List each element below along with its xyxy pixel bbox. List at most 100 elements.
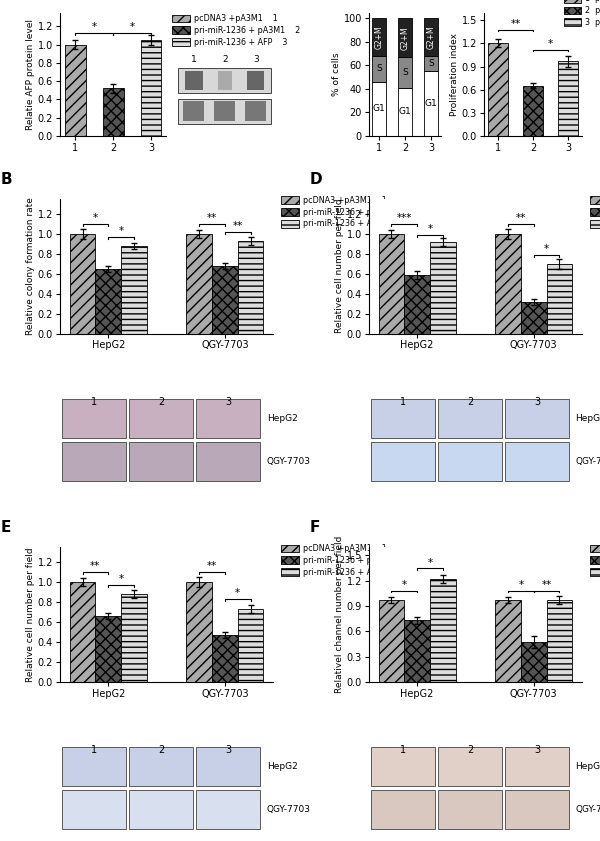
Bar bbox=[379, 234, 404, 334]
Bar bbox=[438, 747, 502, 786]
Text: HepG2: HepG2 bbox=[266, 414, 298, 423]
Bar bbox=[129, 399, 193, 437]
Y-axis label: Relative cell number per field: Relative cell number per field bbox=[335, 198, 344, 333]
Text: *: * bbox=[118, 574, 124, 584]
Bar bbox=[521, 643, 547, 682]
Text: QGY-7703: QGY-7703 bbox=[575, 457, 600, 466]
Y-axis label: Relative cell number per field: Relative cell number per field bbox=[26, 547, 35, 682]
Legend: pcDNA3 +pA3M1    1, pri-miR-1236 + pA3M1    2, pri-miR-1236 + AFP    3: pcDNA3 +pA3M1 1, pri-miR-1236 + pA3M1 2,… bbox=[281, 544, 409, 577]
Bar bbox=[238, 241, 263, 334]
Text: S: S bbox=[376, 65, 382, 73]
Bar bbox=[424, 19, 438, 56]
Text: *: * bbox=[427, 558, 433, 568]
Text: 2: 2 bbox=[467, 397, 473, 407]
Text: 3: 3 bbox=[534, 745, 541, 755]
Text: HepG2: HepG2 bbox=[266, 762, 298, 771]
Bar bbox=[196, 442, 260, 481]
Text: **: ** bbox=[516, 213, 526, 223]
Text: QGY-7703: QGY-7703 bbox=[575, 805, 600, 814]
Text: G2+M: G2+M bbox=[427, 25, 436, 49]
Y-axis label: Relativel channel number per field: Relativel channel number per field bbox=[335, 536, 344, 693]
Bar bbox=[62, 747, 126, 786]
Text: 2: 2 bbox=[158, 397, 164, 407]
Bar bbox=[245, 102, 266, 121]
Bar bbox=[65, 45, 86, 136]
Bar bbox=[505, 791, 569, 829]
Y-axis label: Relatie AFP protein level: Relatie AFP protein level bbox=[26, 19, 35, 130]
Bar bbox=[178, 99, 271, 124]
Text: 1: 1 bbox=[91, 745, 97, 755]
Text: *: * bbox=[93, 213, 98, 223]
Bar bbox=[404, 274, 430, 334]
Text: 3: 3 bbox=[225, 745, 232, 755]
Bar bbox=[247, 71, 265, 90]
Bar bbox=[505, 399, 569, 437]
Bar bbox=[404, 621, 430, 682]
Text: G2+M: G2+M bbox=[375, 25, 384, 49]
Text: HepG2: HepG2 bbox=[575, 762, 600, 771]
Bar bbox=[505, 442, 569, 481]
Bar bbox=[371, 442, 435, 481]
Text: 3: 3 bbox=[225, 397, 232, 407]
Text: 3: 3 bbox=[253, 56, 259, 65]
Legend: pcDNA3 +pA3M1    1, pri-miR-1236 + pA3M1    2, pri-miR-1236 + AFP    3: pcDNA3 +pA3M1 1, pri-miR-1236 + pA3M1 2,… bbox=[172, 14, 301, 47]
Bar bbox=[95, 268, 121, 334]
Y-axis label: % of cells: % of cells bbox=[332, 52, 341, 96]
Bar bbox=[488, 43, 508, 136]
Bar bbox=[379, 600, 404, 682]
Bar bbox=[438, 791, 502, 829]
Bar bbox=[187, 234, 212, 334]
Bar bbox=[214, 102, 235, 121]
Text: **: ** bbox=[233, 221, 243, 231]
Text: *: * bbox=[548, 40, 553, 50]
Text: *: * bbox=[427, 224, 433, 234]
Text: 1: 1 bbox=[400, 397, 406, 407]
Bar bbox=[129, 747, 193, 786]
Bar bbox=[129, 791, 193, 829]
Text: G1: G1 bbox=[425, 99, 437, 108]
Text: *: * bbox=[92, 22, 97, 32]
Text: B: B bbox=[1, 172, 12, 187]
Text: A: A bbox=[30, 0, 42, 3]
Bar bbox=[505, 747, 569, 786]
Y-axis label: Proliferation index: Proliferation index bbox=[450, 33, 459, 116]
Text: D: D bbox=[309, 172, 322, 187]
Bar bbox=[496, 600, 521, 682]
Text: 3: 3 bbox=[534, 397, 541, 407]
Bar bbox=[496, 234, 521, 334]
Bar bbox=[521, 302, 547, 334]
Text: F: F bbox=[309, 520, 320, 535]
Text: *: * bbox=[118, 226, 124, 236]
Text: E: E bbox=[1, 520, 11, 535]
Bar bbox=[140, 40, 161, 136]
Y-axis label: Relative colony formation rate: Relative colony formation rate bbox=[26, 197, 35, 335]
Text: QGY-7703: QGY-7703 bbox=[266, 457, 311, 466]
Bar bbox=[129, 442, 193, 481]
Bar bbox=[196, 747, 260, 786]
Text: **: ** bbox=[511, 19, 521, 29]
Bar bbox=[121, 246, 146, 334]
Text: *: * bbox=[130, 22, 134, 32]
Text: 2: 2 bbox=[467, 745, 473, 755]
Bar bbox=[185, 71, 203, 90]
Text: *: * bbox=[518, 580, 524, 590]
Bar bbox=[424, 56, 438, 71]
Bar bbox=[212, 635, 238, 682]
Bar bbox=[196, 399, 260, 437]
Bar bbox=[559, 61, 578, 136]
Text: S: S bbox=[402, 68, 408, 77]
Text: QGY-7703: QGY-7703 bbox=[266, 805, 311, 814]
Legend: pcDNA3 +pA3M1    1, pri-miR-1236 + pA3M1    2, pri-miR-1236 + AFP    3: pcDNA3 +pA3M1 1, pri-miR-1236 + pA3M1 2,… bbox=[590, 196, 600, 229]
Bar bbox=[70, 582, 95, 682]
Bar bbox=[238, 609, 263, 682]
Bar bbox=[398, 57, 412, 87]
Bar bbox=[371, 399, 435, 437]
Bar bbox=[95, 616, 121, 682]
Text: *: * bbox=[544, 244, 549, 254]
Bar bbox=[62, 399, 126, 437]
Bar bbox=[523, 86, 542, 136]
Legend: pcDNA3 +pA3M1    1, pri-miR-1236 + pA3M1    2, pri-miR-1236 + AFP    3: pcDNA3 +pA3M1 1, pri-miR-1236 + pA3M1 2,… bbox=[281, 196, 409, 229]
Bar bbox=[70, 234, 95, 334]
Bar bbox=[371, 791, 435, 829]
Bar bbox=[398, 19, 412, 57]
